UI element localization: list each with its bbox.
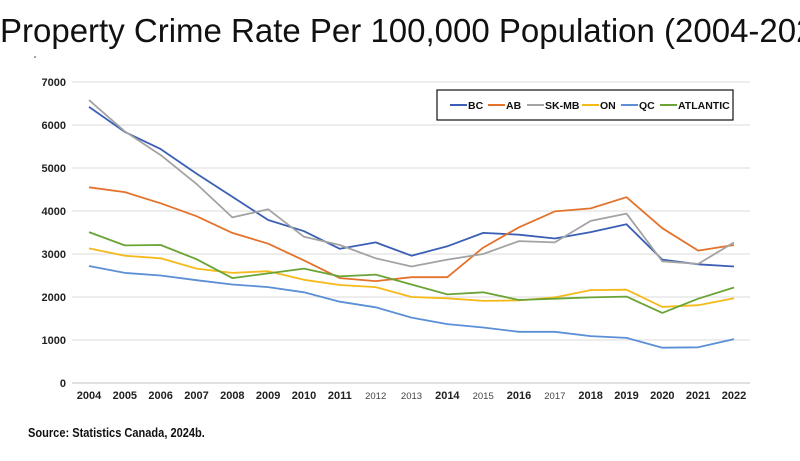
legend-label: AB	[506, 100, 522, 112]
x-tick-label: 2020	[650, 390, 674, 402]
series-line-atlantic	[88, 231, 735, 314]
x-tick-label: 2019	[614, 390, 638, 402]
x-tick-label: 2016	[507, 390, 531, 402]
x-tick-label: 2018	[578, 390, 602, 402]
legend-label: ON	[600, 100, 616, 112]
x-tick-label: 2013	[401, 391, 422, 402]
x-tick-label: 2021	[686, 390, 710, 402]
x-tick-label: 2006	[148, 390, 172, 402]
x-tick-label: 2017	[544, 391, 565, 402]
x-tick-label: 2004	[77, 390, 102, 402]
x-tick-label: 2012	[365, 391, 386, 402]
series-line-bc	[88, 106, 735, 268]
y-tick-label: 3000	[42, 249, 66, 261]
series-line-on	[88, 247, 735, 308]
x-tick-label: 2010	[292, 390, 316, 402]
series-line-qc	[88, 265, 735, 349]
series-line-ab	[88, 186, 735, 283]
y-tick-label: 1000	[42, 335, 66, 347]
x-tick-label: 2022	[722, 390, 746, 402]
legend-label: SK-MB	[545, 100, 580, 112]
chart-title: Property Crime Rate Per 100,000 Populati…	[0, 12, 800, 49]
series-line-sk-mb	[88, 99, 735, 268]
source-note: Source: Statistics Canada, 2024b.	[28, 425, 205, 440]
y-tick-label: 6000	[42, 120, 66, 132]
x-tick-label: 2008	[220, 390, 244, 402]
x-tick-label: 2009	[256, 390, 280, 402]
y-tick-label: 2000	[42, 292, 66, 304]
y-tick-label: 5000	[42, 163, 66, 175]
x-tick-label: 2011	[328, 390, 352, 402]
y-tick-label: 4000	[42, 206, 66, 218]
stray-dot	[34, 56, 36, 58]
x-tick-label: 2007	[184, 390, 208, 402]
legend-label: BC	[468, 100, 484, 112]
y-tick-label: 0	[60, 378, 66, 390]
y-tick-label: 7000	[42, 77, 66, 89]
x-tick-label: 2015	[473, 391, 494, 402]
x-tick-label: 2005	[113, 390, 137, 402]
legend-label: ATLANTIC	[678, 100, 730, 112]
x-tick-label: 2014	[435, 390, 460, 402]
legend-label: QC	[639, 100, 655, 112]
